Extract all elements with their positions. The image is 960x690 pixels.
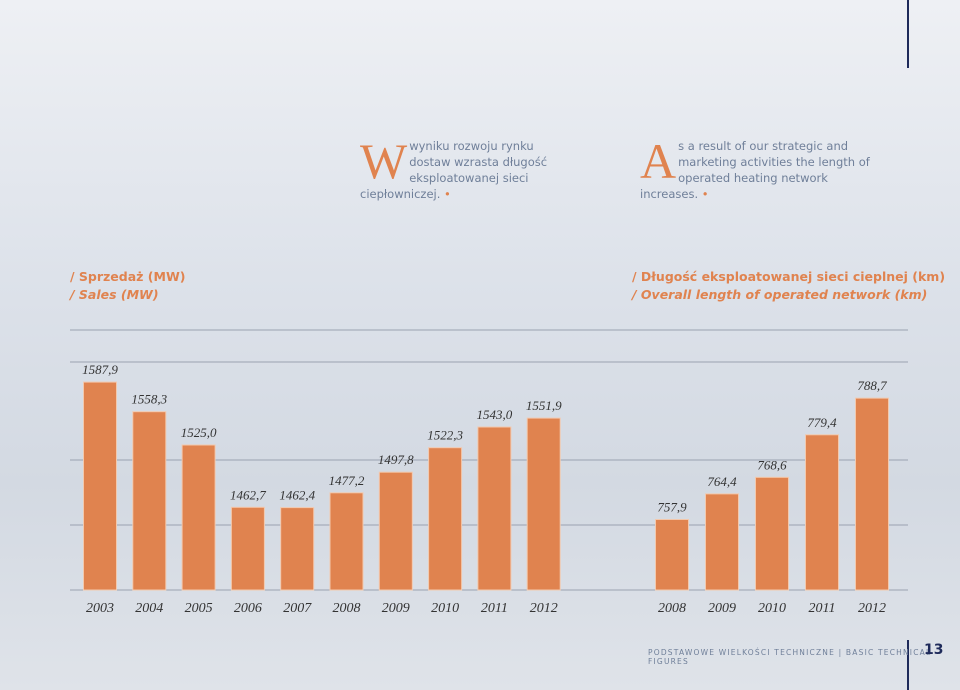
chart-subtitle: / Overall length of operated network (km… [632, 287, 928, 302]
x-tick-label: 2012 [858, 601, 886, 616]
bar [378, 471, 413, 591]
bar [655, 518, 689, 591]
value-label: 1551,9 [526, 398, 562, 413]
x-tick-label: 2005 [185, 601, 213, 616]
bar [230, 506, 265, 591]
x-tick-label: 2011 [809, 601, 836, 616]
x-tick-label: 2003 [86, 601, 114, 616]
bar [526, 417, 561, 591]
value-label: 1497,8 [378, 452, 414, 467]
value-label: 779,4 [807, 415, 837, 430]
x-tick-label: 2006 [234, 601, 262, 616]
value-label: 788,7 [857, 378, 887, 393]
x-tick-label: 2007 [283, 601, 312, 616]
value-label: 1587,9 [82, 362, 118, 377]
x-tick-label: 2012 [530, 601, 558, 616]
bar [755, 476, 789, 591]
bar [280, 507, 315, 591]
x-tick-label: 2004 [135, 601, 163, 616]
x-tick-label: 2008 [333, 601, 361, 616]
x-tick-label: 2010 [758, 601, 786, 616]
bar [181, 444, 216, 591]
x-tick-label: 2009 [708, 601, 736, 616]
value-label: 764,4 [707, 474, 737, 489]
bar [132, 411, 167, 591]
chart-title-block: / Sprzedaż (MW) / Sales (MW) [70, 268, 185, 304]
chart-subtitle: / Sales (MW) [70, 287, 159, 302]
bar [805, 434, 839, 591]
bar [855, 397, 889, 591]
chart-title: / Długość eksploatowanej sieci cieplnej … [632, 269, 946, 284]
chart-title: / Sprzedaż (MW) [70, 269, 186, 284]
value-label: 1543,0 [477, 407, 513, 422]
value-label: 1522,3 [427, 428, 463, 443]
value-label: 1525,0 [181, 425, 217, 440]
footer-section: PODSTAWOWE WIELKOŚCI TECHNICZNE | BASIC … [648, 648, 932, 666]
page-number: 13 [924, 642, 944, 658]
bar [477, 426, 512, 591]
bar [428, 447, 463, 591]
value-label: 1477,2 [329, 473, 365, 488]
bar [83, 381, 117, 591]
x-tick-label: 2008 [658, 601, 686, 616]
drop-cap: A [640, 133, 677, 189]
drop-cap: W [360, 133, 408, 189]
value-label: 757,9 [657, 499, 687, 514]
value-label: 768,6 [757, 457, 787, 472]
x-tick-label: 2009 [382, 601, 410, 616]
intro-text: wyniku rozwoju rynku dostaw wzrasta dług… [360, 139, 548, 201]
bar [329, 492, 364, 591]
x-tick-label: 2011 [481, 601, 508, 616]
chart-title-block: / Długość eksploatowanej sieci cieplnej … [632, 268, 945, 304]
value-label: 1558,3 [131, 392, 167, 407]
bar [705, 493, 739, 591]
value-label: 1462,7 [230, 487, 266, 502]
intro-text: s a result of our strategic and marketin… [640, 139, 870, 201]
x-tick-label: 2010 [431, 601, 459, 616]
value-label: 1462,4 [279, 488, 315, 503]
